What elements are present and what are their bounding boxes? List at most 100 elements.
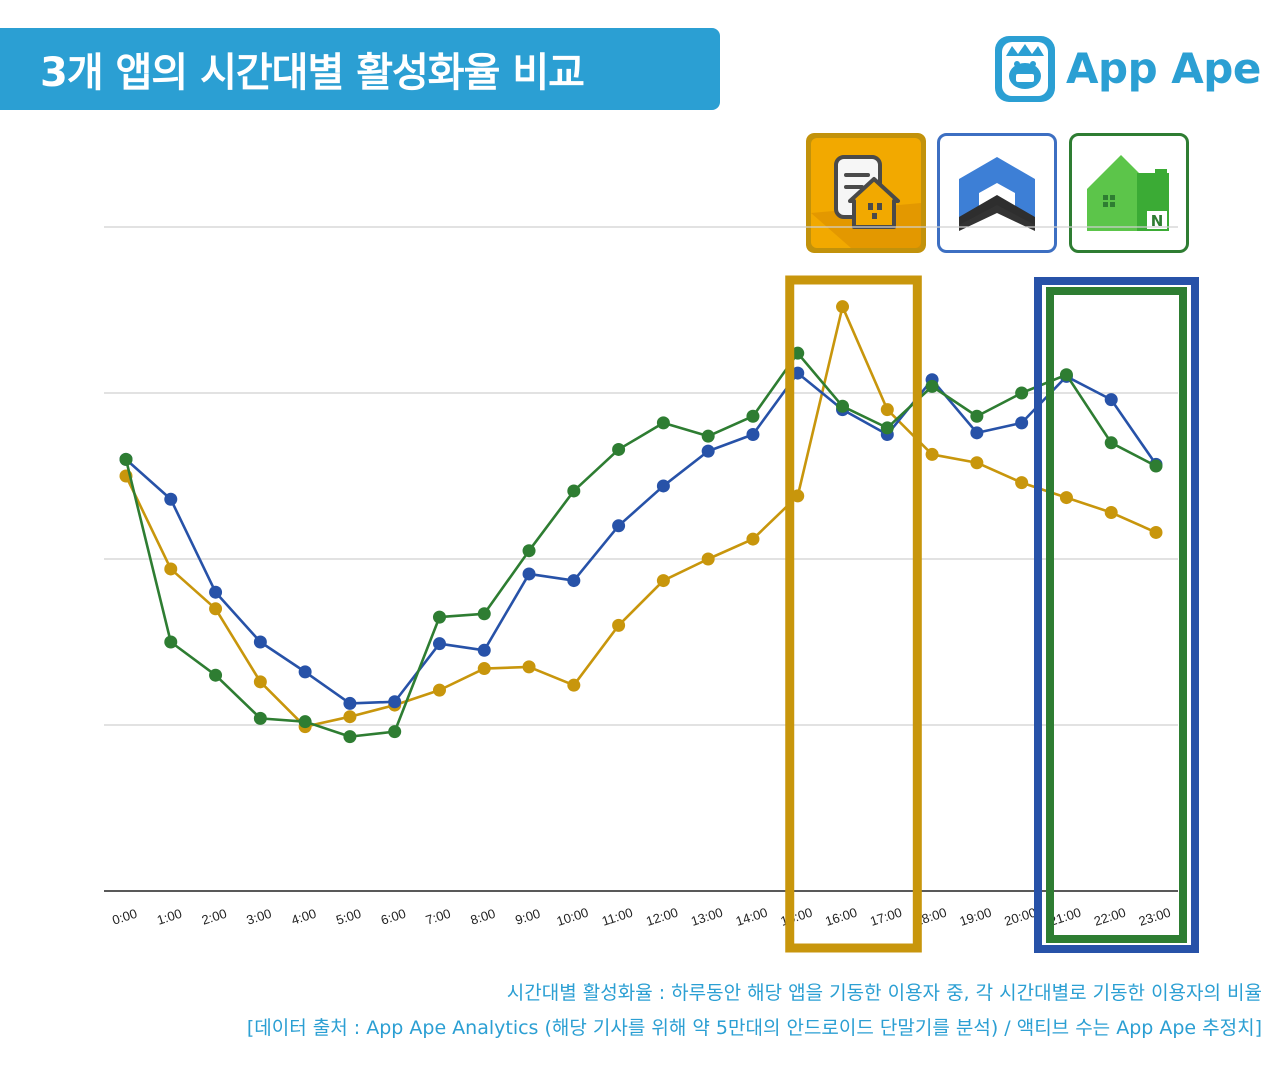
data-point	[432, 637, 446, 651]
data-point	[970, 456, 984, 470]
x-tick-label: 14:00	[734, 905, 770, 929]
series-2	[119, 346, 1163, 744]
data-point	[925, 379, 939, 393]
x-tick-label: 13:00	[689, 905, 725, 929]
series-lines	[119, 300, 1163, 744]
x-tick-label: 16:00	[823, 905, 859, 929]
x-tick-labels: 0:00 1:00 2:00 3:00 4:00 5:00 6:00 7:00 8:00 9:00…	[110, 905, 1172, 929]
data-point	[432, 683, 446, 697]
x-tick-label: 1:00	[155, 906, 184, 928]
data-point	[477, 662, 491, 676]
x-tick-label: 6:00	[379, 906, 408, 928]
data-point	[477, 607, 491, 621]
data-point	[880, 421, 894, 435]
x-tick-label: 11:00	[600, 905, 635, 929]
data-point	[119, 452, 133, 466]
footnote-source: [데이터 출처 : App Ape Analytics (해당 기사를 위해 약…	[246, 1017, 1262, 1039]
data-point	[164, 492, 178, 506]
data-point	[1059, 368, 1073, 382]
data-point	[970, 409, 984, 423]
data-point	[791, 489, 805, 503]
x-tick-label: 15:00	[779, 905, 815, 929]
series-line	[124, 351, 1157, 738]
x-tick-label: 12:00	[644, 905, 680, 929]
highlight-box-blue	[1034, 277, 1199, 953]
data-point	[298, 715, 312, 729]
data-point	[567, 574, 581, 588]
page-title: 3개 앱의 시간대별 활성화율 비교	[40, 50, 585, 96]
footnote-definition: 시간대별 활성화율 : 하루동안 해당 앱을 기동한 이용자 중, 각 시간대별…	[506, 982, 1262, 1004]
series-0	[119, 300, 1163, 734]
data-point	[880, 403, 894, 417]
x-tick-label: 3:00	[245, 906, 274, 928]
ape-face-icon	[995, 36, 1055, 102]
data-point	[209, 668, 223, 682]
data-point	[567, 484, 581, 498]
data-point	[746, 532, 760, 546]
data-point	[477, 643, 491, 657]
data-point	[1059, 491, 1073, 505]
data-point	[1104, 393, 1118, 407]
data-point	[925, 447, 939, 461]
brand-logo: App Ape	[992, 28, 1261, 108]
data-point	[253, 675, 267, 689]
data-point	[612, 519, 626, 533]
data-point	[1104, 506, 1118, 520]
data-point	[746, 428, 760, 441]
data-point	[701, 444, 715, 458]
x-tick-label: 9:00	[513, 906, 542, 928]
x-tick-label: 10:00	[555, 905, 591, 929]
x-tick-label: 17:00	[868, 905, 904, 929]
series-line	[125, 371, 1158, 705]
data-point	[1104, 436, 1118, 450]
data-point	[701, 552, 715, 566]
x-tick-label: 0:00	[110, 906, 139, 928]
data-point	[164, 635, 178, 649]
x-tick-label: 8:00	[469, 906, 498, 928]
data-point	[1015, 476, 1029, 490]
data-point	[164, 562, 178, 576]
data-point	[791, 346, 805, 360]
data-point	[522, 544, 536, 558]
gridlines	[104, 226, 1178, 892]
x-tick-label: 5:00	[334, 906, 363, 928]
data-point	[791, 366, 805, 380]
x-tick-label: 20:00	[1002, 905, 1038, 929]
data-point	[522, 567, 536, 581]
data-point	[656, 416, 670, 430]
data-point	[1015, 386, 1029, 400]
x-tick-label: 2:00	[200, 906, 229, 928]
data-point	[343, 696, 357, 710]
svg-text:N: N	[1151, 212, 1164, 230]
highlight-box-green	[1046, 287, 1187, 943]
x-tick-label: 4:00	[289, 906, 318, 928]
data-point	[1015, 416, 1029, 430]
data-point	[209, 585, 223, 599]
x-tick-label: 22:00	[1092, 905, 1128, 929]
app-icon-green: N	[1069, 133, 1189, 253]
highlight-boxes	[785, 275, 1199, 953]
data-point	[388, 725, 402, 739]
data-point	[343, 710, 357, 724]
data-point	[746, 409, 760, 423]
title-banner: 3개 앱의 시간대별 활성화율 비교	[0, 28, 720, 110]
highlight-box-gold	[785, 275, 922, 953]
app-icon-blue	[937, 133, 1057, 253]
data-point	[970, 426, 984, 440]
data-point	[612, 618, 626, 632]
x-tick-label: 23:00	[1137, 905, 1173, 929]
series-1	[119, 366, 1163, 710]
series-line	[124, 305, 1157, 728]
data-point	[612, 442, 626, 456]
data-point	[1149, 459, 1163, 473]
data-point	[836, 300, 850, 314]
app-icon-gold	[806, 133, 926, 253]
data-point	[343, 730, 357, 744]
data-point	[656, 479, 670, 493]
data-point	[522, 660, 536, 674]
data-point	[836, 399, 850, 413]
data-point	[253, 635, 267, 649]
data-point	[209, 602, 223, 616]
data-point	[432, 610, 446, 624]
